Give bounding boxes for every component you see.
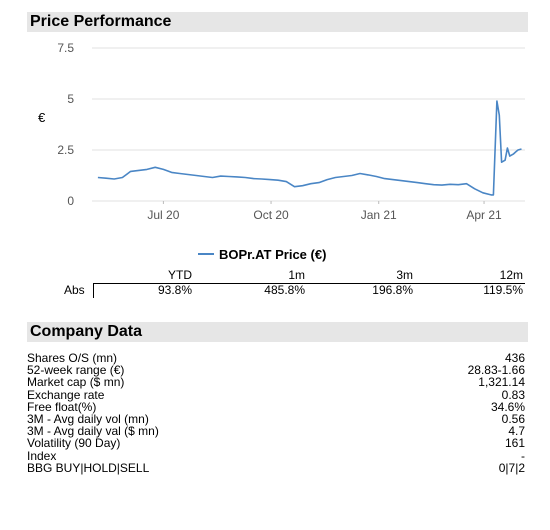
performance-header-rule [93,283,525,284]
company-row-label: Market cap ($ mn) [27,375,125,390]
company-row: 3M - Avg daily val ($ mn) 4.7 [27,425,525,437]
company-row: Free float(%) 34.6% [27,401,525,413]
header-ytd: YTD [168,268,192,282]
company-row-value: - [521,448,525,463]
company-row-value: 0|7|2 [498,460,525,475]
x-tick-label: Oct 20 [253,208,289,222]
company-row-label: Shares O/S (mn) [27,351,118,365]
company-data-table: Shares O/S (mn) 436 52-week range (€) 28… [27,352,525,474]
company-row-value: 161 [504,436,525,451]
chart-legend: BOPr.AT Price (€) [198,247,326,262]
x-tick-label: Jul 20 [147,208,179,222]
performance-table: YTD 1m 3m 12m Abs 93.8% 485.8% 196.8% 11… [27,268,527,298]
header-1m: 1m [288,268,305,282]
company-row: Shares O/S (mn) 436 [27,352,525,364]
company-row: 52-week range (€) 28.83-1.66 [27,364,525,376]
company-row: 3M - Avg daily vol (mn) 0.56 [27,413,525,425]
chart-x-ticks: Jul 20 Oct 20 Jan 21 Apr 21 [147,201,502,222]
abs-row-divider [93,284,94,298]
y-tick-label: 2.5 [57,143,74,157]
company-row-value: 34.6% [490,399,525,414]
company-row: Exchange rate 0.83 [27,387,525,402]
abs-3m-value: 196.8% [372,283,413,297]
price-performance-title: Price Performance [30,13,172,30]
chart-gridlines [92,47,525,202]
company-row-label: 52-week range (€) [27,363,125,378]
company-row-label: Exchange rate [27,387,105,402]
chart-y-axis-label: € [38,110,46,125]
company-row-value: 28.83-1.66 [467,363,525,378]
company-row-label: Volatility (90 Day) [27,436,121,451]
company-row: Index - [27,448,525,463]
abs-12m-value: 119.5% [483,283,523,297]
company-row-value: 0.56 [501,411,525,426]
company-row-value: 0.83 [501,387,525,402]
x-tick-label: Apr 21 [466,208,502,222]
abs-row-label: Abs [64,283,85,297]
y-tick-label: 5 [67,92,74,106]
company-row: Volatility (90 Day) 161 [27,437,525,449]
y-tick-label: 7.5 [57,41,74,55]
chart-y-ticks: 0 2.5 5 7.5 [57,41,74,208]
company-row-label: Index [27,448,57,463]
company-row-label: BBG BUY|HOLD|SELL [27,460,150,475]
x-tick-label: Jan 21 [361,208,397,222]
performance-abs-row: Abs 93.8% 485.8% 196.8% 119.5% [27,283,527,298]
header-3m: 3m [396,268,413,282]
company-row: BBG BUY|HOLD|SELL 0|7|2 [27,460,525,475]
performance-header-row: YTD 1m 3m 12m [27,268,527,283]
abs-1m-value: 485.8% [264,283,305,297]
abs-ytd-value: 93.8% [157,283,192,297]
company-data-header: Company Data [27,322,528,342]
price-series-line [97,100,522,196]
company-row-value: 436 [504,351,525,365]
y-tick-label: 0 [67,194,74,208]
chart-series [97,100,522,196]
price-chart: 0 2.5 5 7.5 Jul 20 Oct 20 Jan 21 Apr 21 € BOPr… [38,41,525,262]
company-row-value: 4.7 [508,424,525,439]
price-performance-header: Price Performance [27,12,528,32]
company-row-label: 3M - Avg daily val ($ mn) [27,424,159,439]
company-row-value: 1,321.14 [478,375,525,390]
company-data-title: Company Data [30,323,143,340]
company-row: Market cap ($ mn) 1,321.14 [27,376,525,388]
company-row-label: Free float(%) [27,399,97,414]
company-row-label: 3M - Avg daily vol (mn) [27,411,149,426]
header-12m: 12m [499,268,523,282]
legend-label: BOPr.AT Price (€) [219,247,326,262]
